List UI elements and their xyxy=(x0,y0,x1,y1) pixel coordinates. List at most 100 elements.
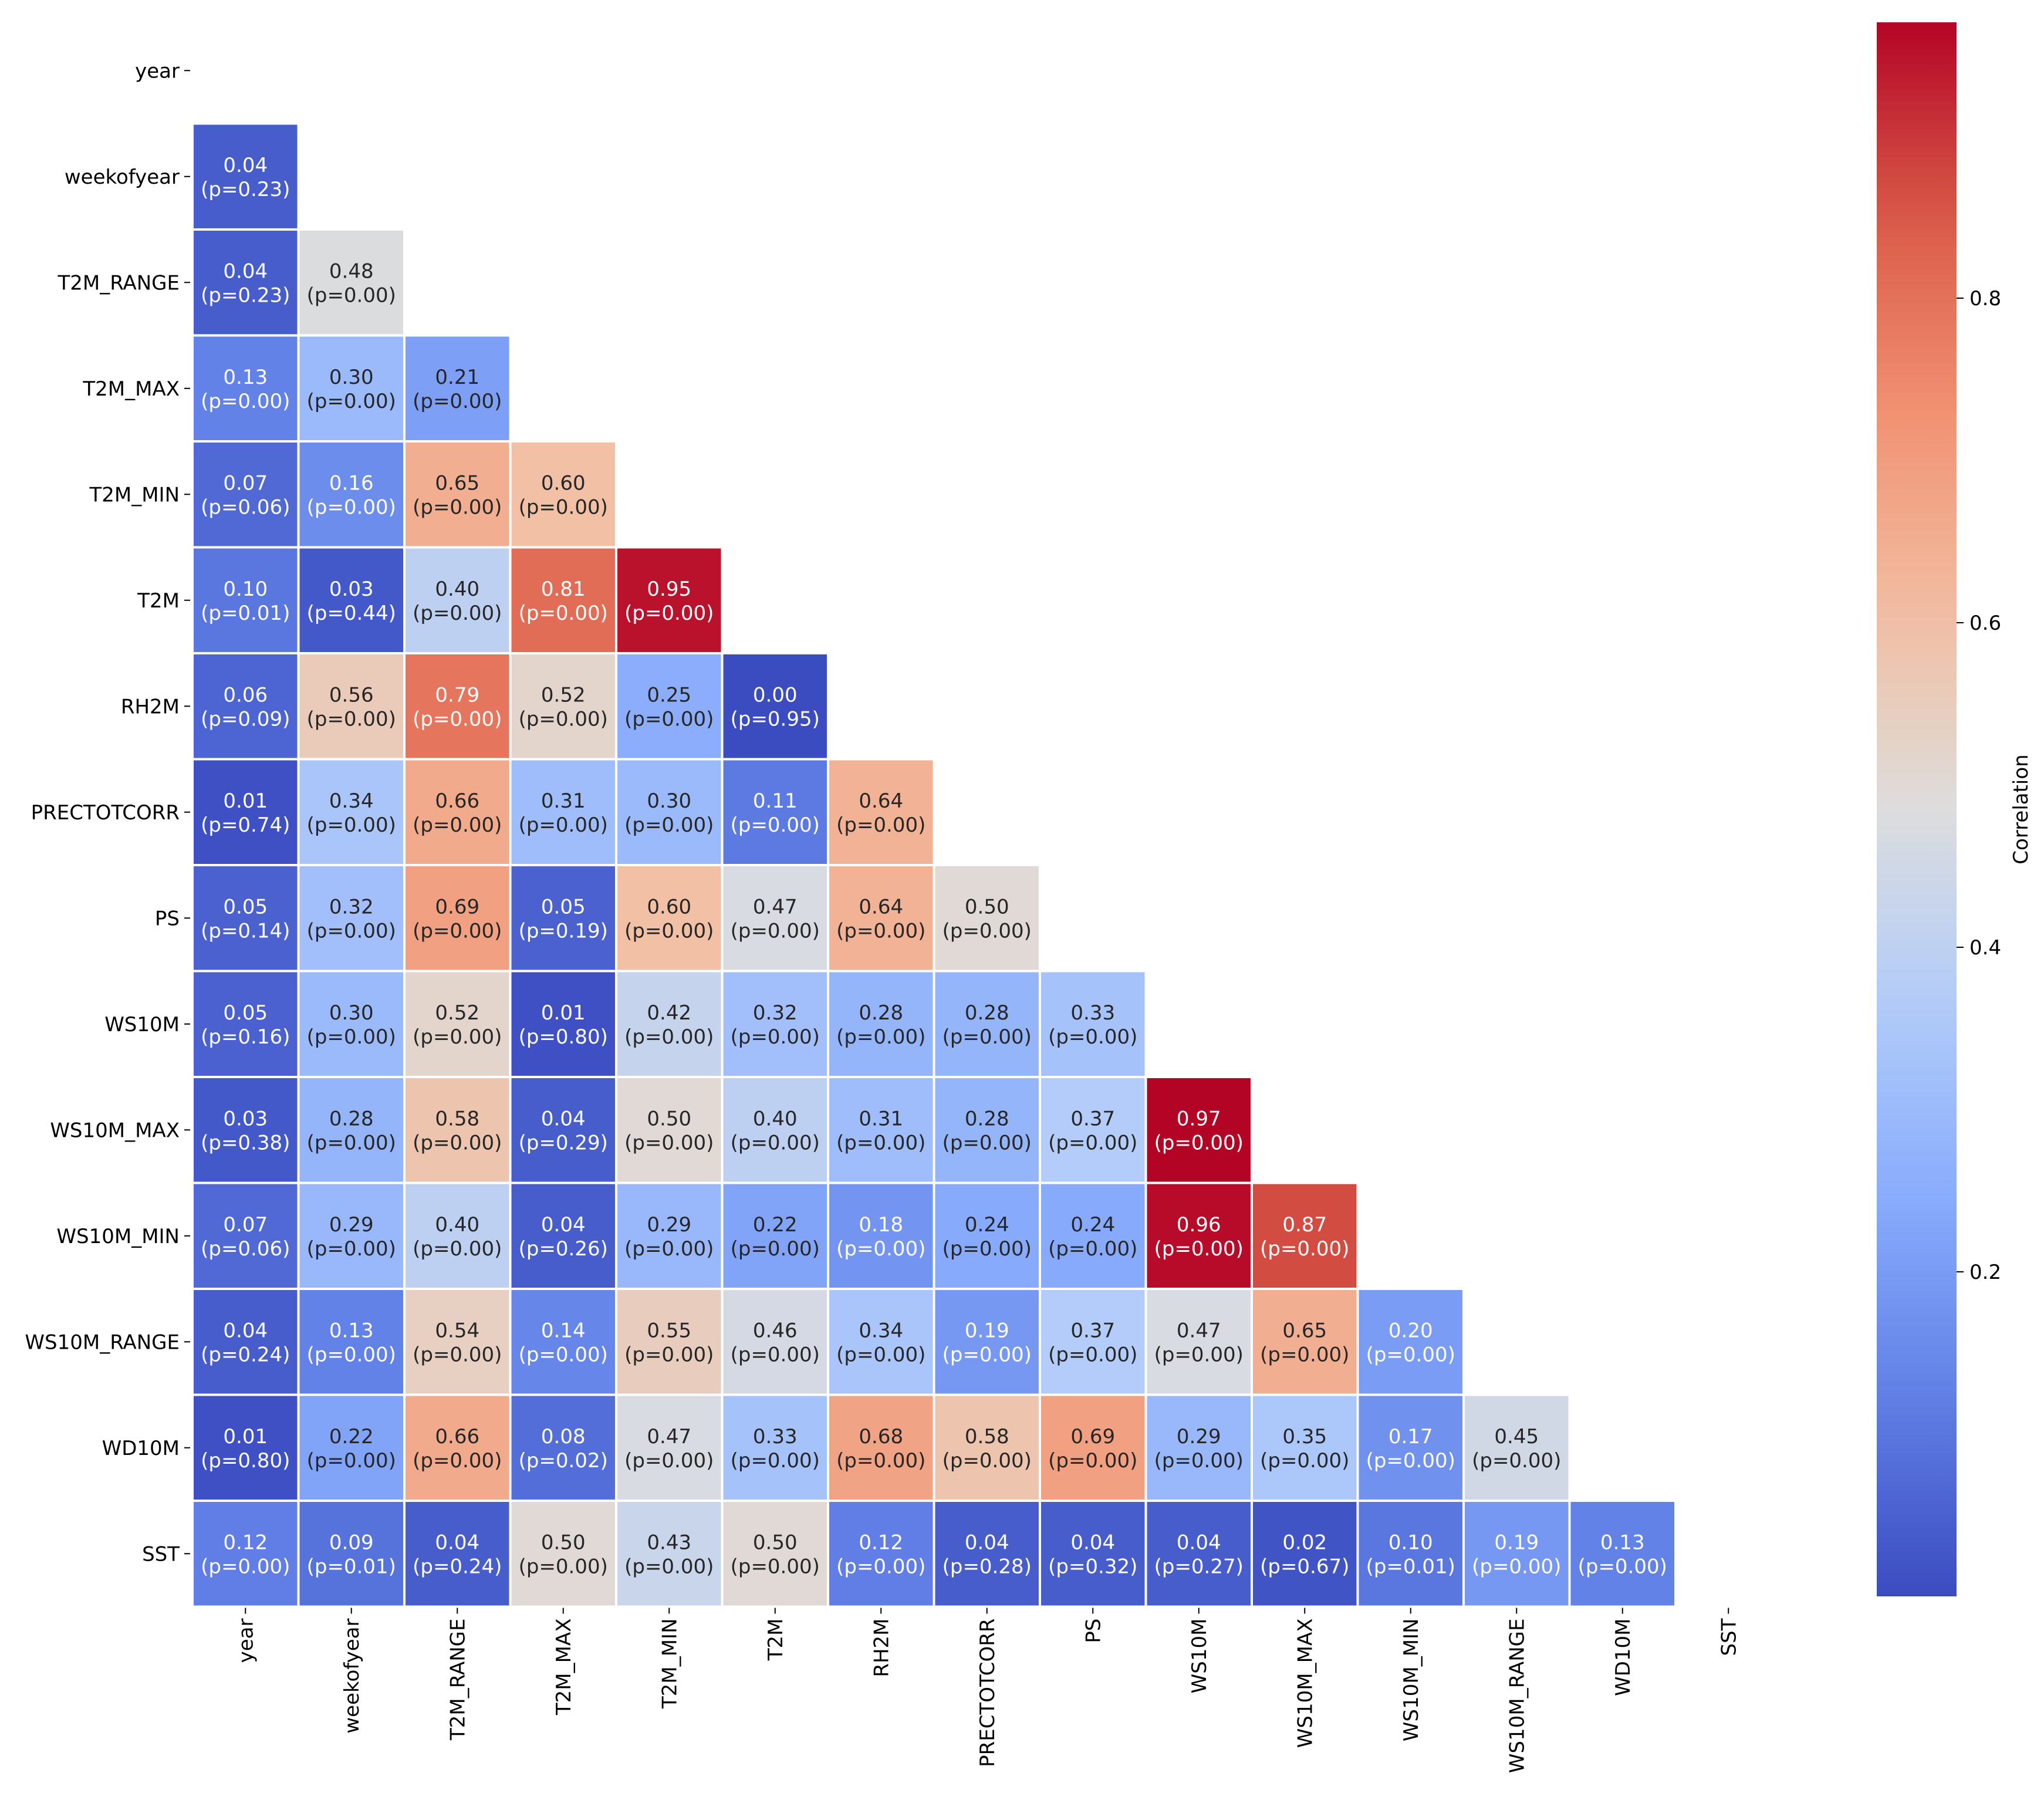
heatmap-cell-RH2M-T2M_MIN xyxy=(617,654,721,758)
cell-value-label: 0.30 xyxy=(329,1001,374,1025)
cell-pvalue-label: (p=0.00) xyxy=(731,1237,820,1261)
heatmap-cell-WS10M_MAX-T2M_MIN xyxy=(617,1078,721,1182)
heatmap-cell-WS10M_MAX-weekofyear xyxy=(299,1078,403,1182)
heatmap-cell-WS10M_MIN-WS10M xyxy=(1147,1184,1251,1288)
cell-value-label: 0.69 xyxy=(435,895,479,919)
heatmap-cell-T2M_RANGE-year xyxy=(194,231,298,335)
cell-value-label: 0.04 xyxy=(223,1319,268,1342)
cell-value-label: 0.46 xyxy=(753,1319,798,1342)
heatmap-cell-WS10M_MAX-year xyxy=(194,1078,298,1182)
heatmap-cell-WS10M-RH2M xyxy=(829,972,933,1076)
heatmap-cell-WS10M_MIN-RH2M xyxy=(829,1184,933,1288)
cell-pvalue-label: (p=0.00) xyxy=(307,813,396,837)
cell-value-label: 0.01 xyxy=(223,789,268,813)
cell-pvalue-label: (p=0.80) xyxy=(519,1025,608,1049)
heatmap-cell-WS10M-T2M_MAX xyxy=(511,972,615,1076)
cell-pvalue-label: (p=0.00) xyxy=(307,707,396,731)
cell-value-label: 0.07 xyxy=(223,1213,268,1237)
cell-value-label: 0.47 xyxy=(753,895,798,919)
cell-value-label: 0.52 xyxy=(435,1001,479,1025)
cell-pvalue-label: (p=0.00) xyxy=(201,1555,290,1578)
cell-value-label: 0.01 xyxy=(541,1001,586,1025)
cell-value-label: 0.69 xyxy=(1070,1425,1115,1448)
cell-pvalue-label: (p=0.00) xyxy=(624,602,714,625)
x-tick-label-T2M_MIN: T2M_MIN xyxy=(658,1619,681,1710)
cell-pvalue-label: (p=0.00) xyxy=(836,1237,925,1261)
cell-pvalue-label: (p=0.00) xyxy=(413,1449,502,1473)
cell-pvalue-label: (p=0.00) xyxy=(307,1025,396,1049)
y-tick-label-WS10M_MAX: WS10M_MAX xyxy=(50,1119,180,1142)
cell-pvalue-label: (p=0.01) xyxy=(201,602,290,625)
heatmap-cell-PS-weekofyear xyxy=(299,866,403,970)
cell-value-label: 0.32 xyxy=(753,1001,798,1025)
heatmap-cell-WS10M_MIN-T2M xyxy=(723,1184,827,1288)
cell-value-label: 0.11 xyxy=(753,789,798,813)
cell-pvalue-label: (p=0.00) xyxy=(413,707,502,731)
cell-pvalue-label: (p=0.80) xyxy=(201,1449,290,1473)
cell-pvalue-label: (p=0.00) xyxy=(519,495,608,519)
cell-pvalue-label: (p=0.24) xyxy=(201,1343,290,1366)
cell-pvalue-label: (p=0.00) xyxy=(1154,1449,1244,1473)
heatmap-cell-PS-year xyxy=(194,866,298,970)
heatmap-cell-PRECTOTCORR-T2M xyxy=(723,760,827,864)
heatmap-cell-T2M-year xyxy=(194,548,298,652)
y-tick-label-PS: PS xyxy=(155,907,180,930)
x-tick-label-RH2M: RH2M xyxy=(870,1619,893,1677)
cell-pvalue-label: (p=0.00) xyxy=(413,1343,502,1366)
cell-pvalue-label: (p=0.00) xyxy=(519,813,608,837)
cell-value-label: 0.50 xyxy=(965,895,1009,919)
heatmap-cell-WS10M_MIN-year xyxy=(194,1184,298,1288)
cell-value-label: 0.35 xyxy=(1282,1425,1327,1448)
cell-value-label: 0.04 xyxy=(541,1213,586,1237)
heatmap-cell-WS10M_MIN-weekofyear xyxy=(299,1184,403,1288)
cell-value-label: 0.28 xyxy=(859,1001,903,1025)
heatmap-cell-WD10M-T2M xyxy=(723,1396,827,1500)
cell-pvalue-label: (p=0.00) xyxy=(1154,1237,1244,1261)
heatmap-cell-WS10M_MAX-RH2M xyxy=(829,1078,933,1182)
cell-value-label: 0.05 xyxy=(223,895,268,919)
cell-pvalue-label: (p=0.00) xyxy=(201,390,290,413)
cell-value-label: 0.28 xyxy=(329,1107,374,1130)
heatmap-cell-WS10M_MAX-PRECTOTCORR xyxy=(935,1078,1039,1182)
cell-value-label: 0.17 xyxy=(1388,1425,1433,1448)
cell-value-label: 0.14 xyxy=(541,1319,586,1342)
y-tick-label-year: year xyxy=(135,59,180,83)
cell-pvalue-label: (p=0.00) xyxy=(1048,1237,1137,1261)
colorbar-tick-label: 0.8 xyxy=(1969,287,2001,310)
x-tick-label-T2M_RANGE: T2M_RANGE xyxy=(446,1619,469,1741)
cell-value-label: 0.04 xyxy=(1070,1531,1115,1554)
cell-value-label: 0.24 xyxy=(1070,1213,1115,1237)
cell-pvalue-label: (p=0.00) xyxy=(836,1449,925,1473)
heatmap-cell-WS10M_RANGE-WS10M_MAX xyxy=(1253,1290,1357,1394)
heatmap-cell-SST-WD10M xyxy=(1570,1502,1674,1606)
cell-value-label: 0.40 xyxy=(435,578,479,601)
heatmap-cell-WD10M-WS10M_MIN xyxy=(1359,1396,1462,1500)
cell-pvalue-label: (p=0.00) xyxy=(942,1025,1032,1049)
cell-pvalue-label: (p=0.00) xyxy=(1154,1343,1244,1366)
cell-value-label: 0.58 xyxy=(435,1107,479,1130)
heatmap-cell-WD10M-WS10M xyxy=(1147,1396,1251,1500)
cell-pvalue-label: (p=0.28) xyxy=(942,1555,1032,1578)
cell-value-label: 0.29 xyxy=(329,1213,374,1237)
colorbar-label: Correlation xyxy=(2009,754,2033,864)
cell-value-label: 0.50 xyxy=(753,1531,798,1554)
cell-value-label: 0.56 xyxy=(329,683,374,707)
heatmap-cell-PS-T2M xyxy=(723,866,827,970)
heatmap-cell-SST-weekofyear xyxy=(299,1502,403,1606)
cell-pvalue-label: (p=0.14) xyxy=(201,919,290,943)
cell-value-label: 0.87 xyxy=(1282,1213,1327,1237)
heatmap-cell-WS10M-year xyxy=(194,972,298,1076)
cell-value-label: 0.19 xyxy=(965,1319,1009,1342)
cell-value-label: 0.66 xyxy=(435,1425,479,1448)
heatmap-cell-WS10M_RANGE-weekofyear xyxy=(299,1290,403,1394)
heatmap-cell-WD10M-T2M_MIN xyxy=(617,1396,721,1500)
cell-value-label: 0.21 xyxy=(435,366,479,389)
colorbar-tick-label: 0.4 xyxy=(1969,936,2001,960)
x-tick-label-WS10M_MAX: WS10M_MAX xyxy=(1293,1619,1317,1748)
cell-value-label: 0.02 xyxy=(1282,1531,1327,1554)
heatmap-cell-WD10M-PRECTOTCORR xyxy=(935,1396,1039,1500)
cell-pvalue-label: (p=0.00) xyxy=(413,813,502,837)
cell-pvalue-label: (p=0.00) xyxy=(307,919,396,943)
heatmap-cell-WS10M_MAX-WS10M xyxy=(1147,1078,1251,1182)
cell-pvalue-label: (p=0.00) xyxy=(413,1237,502,1261)
